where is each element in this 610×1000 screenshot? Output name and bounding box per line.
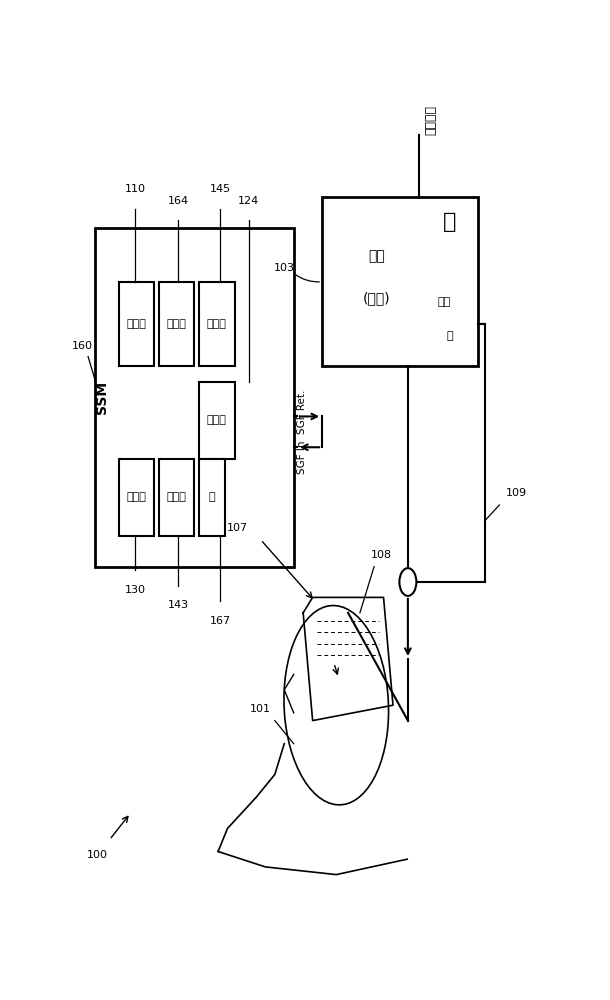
Bar [199, 459, 225, 536]
Text: 通气: 通气 [368, 249, 385, 263]
Bar [95, 228, 294, 567]
Text: 103: 103 [274, 263, 295, 273]
Text: 出: 出 [447, 331, 453, 341]
Text: 致动器: 致动器 [207, 319, 227, 329]
Bar [199, 382, 235, 459]
Text: 101: 101 [250, 704, 271, 714]
Bar [322, 197, 478, 366]
Text: 显现器: 显现器 [127, 492, 146, 502]
Bar [159, 282, 195, 366]
Bar [199, 282, 235, 366]
Text: 110: 110 [125, 184, 146, 194]
Bar [159, 459, 195, 536]
Text: 入: 入 [443, 212, 457, 232]
Text: 160: 160 [71, 341, 93, 351]
Text: 107: 107 [226, 523, 248, 533]
Text: 采样器: 采样器 [167, 492, 187, 502]
Text: SSM: SSM [95, 381, 109, 414]
Text: (气动): (气动) [363, 292, 390, 306]
Text: 145: 145 [210, 184, 231, 194]
Text: 传感器: 传感器 [167, 319, 187, 329]
Bar [119, 459, 154, 536]
Circle shape [400, 568, 417, 596]
Bar [119, 282, 154, 366]
Text: 108: 108 [371, 550, 392, 560]
Text: SGF In  SGF Ret.: SGF In SGF Ret. [297, 390, 307, 474]
Text: 泵: 泵 [209, 492, 215, 502]
Text: 109: 109 [505, 488, 526, 498]
Text: 100: 100 [87, 850, 108, 860]
Text: 167: 167 [210, 615, 231, 626]
Text: 143: 143 [167, 600, 188, 610]
Text: 124: 124 [238, 196, 259, 206]
Text: 限流器: 限流器 [207, 415, 227, 425]
Text: 130: 130 [125, 585, 146, 595]
Text: 164: 164 [167, 196, 188, 206]
Text: 返回: 返回 [437, 297, 450, 307]
Text: 供应气体: 供应气体 [425, 105, 437, 135]
Text: 控制器: 控制器 [127, 319, 146, 329]
